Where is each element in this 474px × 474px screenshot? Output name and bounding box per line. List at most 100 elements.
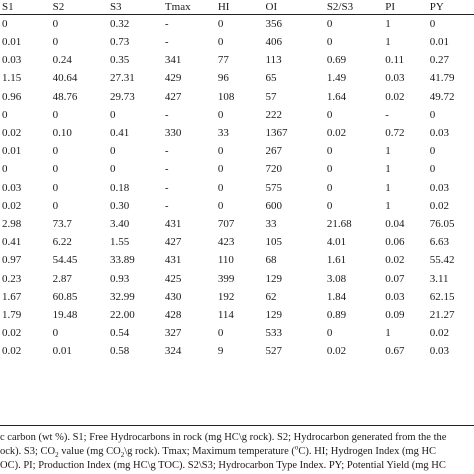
footnote-text: value (mg CO <box>58 446 121 457</box>
footnote-line: c carbon (wt %). S1; Free Hydrocarbons i… <box>0 432 447 443</box>
table-cell: 1 <box>385 327 391 340</box>
subscript: 2 <box>55 451 59 460</box>
table-cell: - <box>164 199 169 212</box>
table-cell: 533 <box>265 327 283 340</box>
table-row: 0.03 0.24 0.35 341 77 113 0.69 0.11 0.27 <box>0 51 474 69</box>
column-header: S2 <box>52 1 65 13</box>
table-cell: 425 <box>164 272 182 285</box>
table-cell: 575 <box>265 181 283 194</box>
table-cell: 0 <box>109 145 116 158</box>
table-row: 0.01 0 0 - 0 267 0 1 0 <box>0 142 474 160</box>
table-cell: 0 <box>2 163 8 176</box>
table-cell: 0.96 <box>2 90 22 103</box>
table-cell: 3.08 <box>326 272 347 285</box>
table-cell: 0 <box>217 163 224 176</box>
table-cell: 1.84 <box>326 290 347 303</box>
table-cell: 0 <box>2 17 8 30</box>
table-row: 1.67 60.85 32.99 430 192 62 1.84 0.03 62.15 <box>0 288 474 306</box>
table-row: 0 0 0.32 - 0 356 0 1 0 <box>0 14 474 33</box>
table-cell: 324 <box>164 345 182 358</box>
table-cell: 0.02 <box>2 345 22 358</box>
table-cell: 0.04 <box>385 217 405 230</box>
table-row: 0.02 0 0.30 - 0 600 0 1 0.02 <box>0 197 474 215</box>
table-cell: 1.64 <box>326 90 347 103</box>
table-cell: 0.58 <box>109 345 130 358</box>
table-cell: 114 <box>217 308 234 321</box>
column-header: PI <box>385 1 396 13</box>
table-cell: 4.01 <box>326 236 347 249</box>
table-cell: 0.18 <box>109 181 130 194</box>
table-row: 0.03 0 0.18 - 0 575 0 1 0.03 <box>0 179 474 197</box>
table-cell: 0 <box>429 163 436 176</box>
table-cell: 1.67 <box>2 290 22 303</box>
table-cell: 0 <box>217 108 224 121</box>
table-row: 0 0 0 - 0 222 0 - 0 <box>0 106 474 124</box>
table-cell: 57 <box>265 90 277 103</box>
column-header: S1 <box>2 1 14 13</box>
table-cell: 0.72 <box>385 127 405 140</box>
table-cell: 1 <box>385 17 391 30</box>
table-cell: 356 <box>265 17 283 30</box>
table-cell: 0.11 <box>385 54 405 67</box>
table-cell: 62.15 <box>429 290 455 303</box>
table-cell: 2.87 <box>52 272 72 285</box>
table-cell: - <box>385 108 389 121</box>
table-cell: 0.41 <box>109 127 130 140</box>
table-cell: 6.22 <box>52 236 72 249</box>
table-cell: 0 <box>326 181 333 194</box>
column-header: OI <box>265 1 278 13</box>
table-cell: 0.03 <box>2 181 22 194</box>
table-cell: 1.15 <box>2 72 22 85</box>
table-cell: 0 <box>52 199 59 212</box>
table-cell: 9 <box>217 345 224 358</box>
table-cell: 431 <box>164 217 182 230</box>
geochemical-data-table: S1 S2 S3 Tmax HI OI S2/S3 PI PY 0 0 0.32-0… <box>0 1 474 358</box>
table-cell: 0 <box>217 327 224 340</box>
table-cell: 29.73 <box>109 90 135 103</box>
table-cell: 0.02 <box>385 254 405 267</box>
table-cell: 0.89 <box>326 308 347 321</box>
table-cell: 0.93 <box>109 272 130 285</box>
table-cell: 0.30 <box>109 199 130 212</box>
table-cell: 33.89 <box>109 254 135 267</box>
table-cell: 22.00 <box>109 308 135 321</box>
table-cell: 0.01 <box>52 345 72 358</box>
table-cell: 0.03 <box>429 127 449 140</box>
table-cell: 0.02 <box>326 345 347 358</box>
table-cell: 0.01 <box>2 36 22 49</box>
table-cell: 0 <box>429 145 436 158</box>
table-cell: 129 <box>265 272 283 285</box>
table-cell: 3.11 <box>429 272 449 285</box>
table-cell: 0 <box>52 145 59 158</box>
table-cell: 33 <box>217 127 229 140</box>
table-cell: 60.85 <box>52 290 78 303</box>
table-cell: 428 <box>164 308 182 321</box>
table-cell: 32.99 <box>109 290 135 303</box>
table-cell: 0.02 <box>326 127 347 140</box>
table-cell: 0.03 <box>385 290 405 303</box>
table-cell: 21.68 <box>326 217 352 230</box>
table-cell: - <box>164 108 169 121</box>
table-row: 1.79 19.48 22.00 428 114 129 0.89 0.09 21.27 <box>0 306 474 324</box>
table-cell: 0.54 <box>109 327 130 340</box>
table-cell: 55.42 <box>429 254 455 267</box>
table-cell: 76.05 <box>429 217 455 230</box>
table-cell: 0 <box>217 36 224 49</box>
table-row: 0.97 54.45 33.89 431 110 68 1.61 0.02 55.42 <box>0 251 474 269</box>
table-cell: 0 <box>52 181 59 194</box>
table-cell: 1.61 <box>326 254 347 267</box>
table-cell: 68 <box>265 254 277 267</box>
table-cell: 65 <box>265 72 277 85</box>
table-cell: 0.02 <box>429 327 449 340</box>
table-cell: 0.10 <box>52 127 72 140</box>
table-cell: 0.24 <box>52 54 72 67</box>
table-row: 0.23 2.87 0.93 425 399 129 3.08 0.07 3.11 <box>0 269 474 287</box>
table-cell: 0.02 <box>2 127 22 140</box>
table-cell: 73.7 <box>52 217 72 230</box>
table-cell: 0.41 <box>2 236 22 249</box>
table-cell: 21.27 <box>429 308 455 321</box>
table-cell: 267 <box>265 145 283 158</box>
table-cell: 0.06 <box>385 236 405 249</box>
table-cell: 0.69 <box>326 54 347 67</box>
